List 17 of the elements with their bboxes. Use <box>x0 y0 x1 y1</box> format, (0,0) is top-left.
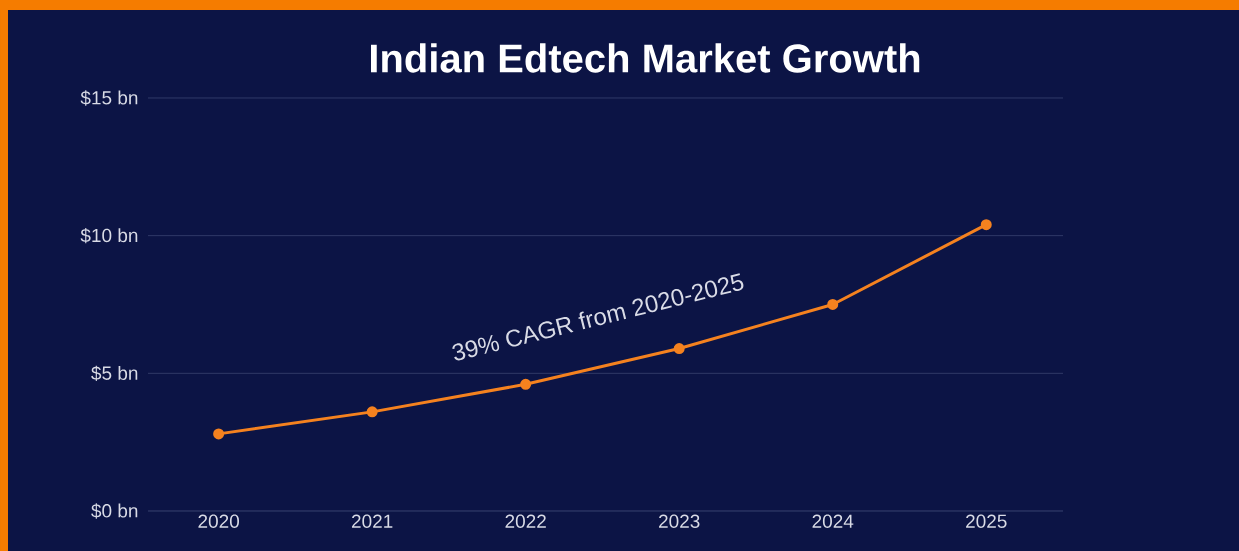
x-tick-label: 2023 <box>659 514 700 528</box>
x-tick-label: 2020 <box>198 514 240 528</box>
point <box>980 219 992 231</box>
y-tick-label: $0 bn <box>91 503 138 519</box>
point <box>827 298 839 310</box>
point <box>673 343 685 355</box>
y-tick-label: $5 bn <box>91 365 138 381</box>
x-tick-label: 2024 <box>812 514 854 528</box>
x-tick-label: 2022 <box>505 514 546 528</box>
y-tick-label: $15 bn <box>80 90 138 106</box>
point <box>520 378 532 390</box>
chart-title: Indian Edtech Market Growth <box>370 43 920 73</box>
point <box>213 428 225 440</box>
point <box>366 406 378 418</box>
y-tick-label: $10 bn <box>80 227 138 244</box>
x-tick-label: 2025 <box>966 514 1007 528</box>
x-tick-label: 2021 <box>351 514 393 528</box>
